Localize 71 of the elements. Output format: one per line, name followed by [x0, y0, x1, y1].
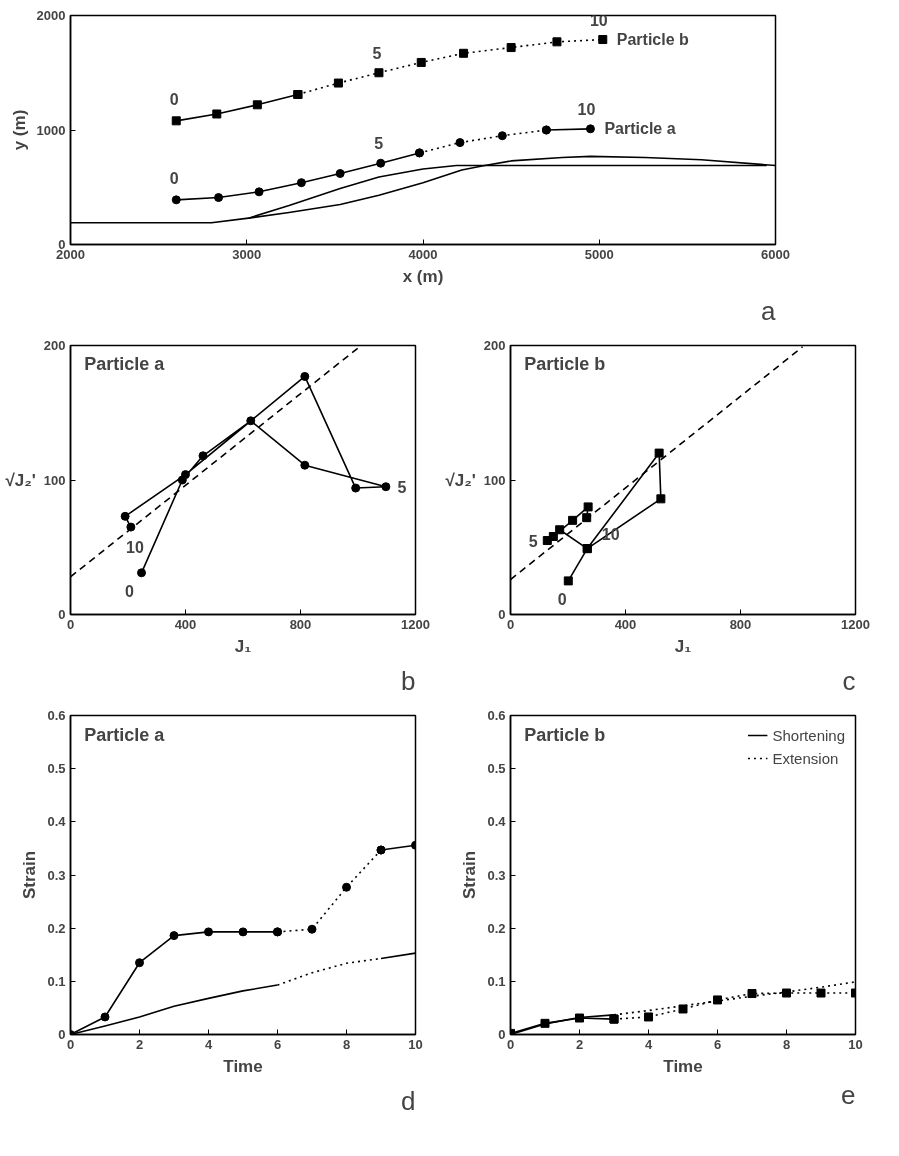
y-tick-label: 200: [483, 338, 506, 353]
y-tick-label: 0.3: [47, 867, 66, 883]
text: d: [401, 1085, 416, 1116]
y-tick-label: 200: [43, 338, 66, 353]
y-tick-label: 0.4: [487, 814, 507, 830]
annotation: Particle a: [604, 120, 676, 138]
y-tick-label: 0.5: [47, 761, 66, 777]
x-tick-label: 8: [782, 1036, 791, 1052]
y-tick-label: 0.4: [47, 814, 67, 830]
x-axis-title: Time: [223, 1056, 263, 1076]
y-tick-label: 0.1: [47, 973, 66, 989]
x-axis-title: x (m): [402, 266, 444, 286]
annotation: 0: [557, 590, 567, 608]
x-tick-label: 6000: [761, 246, 790, 262]
y-tick-label: 100: [483, 472, 506, 488]
chart-title: Particle a: [84, 353, 166, 374]
x-axis-title: Time: [663, 1056, 703, 1076]
x-tick-label: 1200: [401, 616, 430, 632]
y-tick-label: 2000: [36, 8, 66, 23]
text: e: [841, 1079, 856, 1110]
x-tick-label: 4000: [408, 246, 438, 262]
x-tick-label: 4: [644, 1036, 653, 1052]
x-tick-label: 2: [575, 1036, 584, 1052]
annotation: 5: [374, 135, 384, 153]
chart-title: Particle b: [524, 353, 606, 374]
x-axis-title: J₁: [234, 636, 252, 656]
x-tick-label: 8: [342, 1036, 351, 1052]
text: Particle a: [84, 725, 166, 746]
x-tick-label: 1200: [841, 616, 870, 632]
x-tick-label: 5000: [584, 246, 614, 262]
x-tick-label: 6: [713, 1036, 722, 1052]
x-tick-label: 800: [729, 616, 752, 632]
y-axis-title: Strain: [20, 850, 40, 900]
y-axis-title: Strain: [460, 850, 480, 900]
y-tick-label: 1000: [36, 122, 66, 138]
text: a: [761, 295, 777, 326]
x-tick-label: 800: [289, 616, 312, 632]
legend-label: Extension: [772, 749, 839, 767]
y-axis-title: √J₂': [5, 470, 36, 490]
y-tick-label: 0.6: [487, 708, 506, 723]
y-axis-title: √J₂': [445, 470, 476, 490]
y-tick-label: 0.1: [487, 973, 506, 989]
x-tick-label: 400: [174, 616, 197, 632]
text: Particle b: [524, 725, 606, 746]
x-tick-label: 10: [848, 1036, 863, 1052]
x-tick-label: 400: [614, 616, 637, 632]
annotation: 0: [169, 90, 179, 108]
text: b: [401, 665, 416, 696]
annotation: 5: [528, 532, 538, 550]
text: c: [842, 665, 856, 696]
legend-label: Shortening: [772, 726, 845, 744]
y-tick-label: 100: [43, 472, 66, 488]
x-tick-label: 3000: [232, 246, 262, 262]
y-tick-label: 0.2: [487, 920, 506, 936]
x-tick-label: 6: [273, 1036, 282, 1052]
annotation: Particle b: [616, 31, 690, 49]
y-tick-label: 0.6: [47, 708, 66, 723]
annotation: 5: [372, 44, 382, 62]
x-tick-label: 2: [135, 1036, 144, 1052]
annotation: 5: [397, 478, 407, 496]
annotation: 10: [577, 100, 596, 118]
annotation: 0: [169, 169, 179, 187]
annotation: 0: [125, 582, 135, 600]
y-tick-label: 0.2: [47, 920, 66, 936]
annotation: 10: [125, 539, 144, 557]
x-axis-title: J₁: [674, 636, 692, 656]
x-tick-label: 10: [408, 1036, 423, 1052]
x-tick-label: 4: [204, 1036, 213, 1052]
y-axis-title: y (m): [9, 109, 29, 151]
y-tick-label: 0.3: [487, 867, 506, 883]
y-tick-label: 0.5: [487, 761, 506, 777]
